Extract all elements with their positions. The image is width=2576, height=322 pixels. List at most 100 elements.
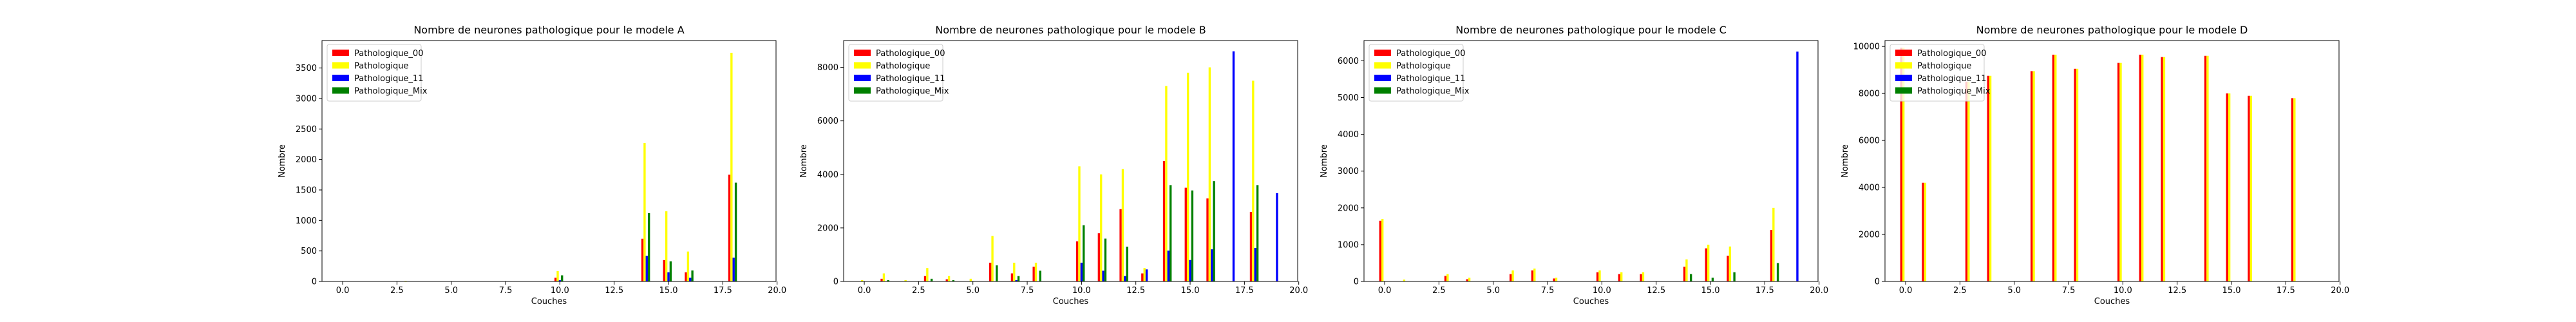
bar-pathologique [1381,218,1384,281]
bar-pathologique-00 [2052,54,2055,281]
y-tick-label: 0 [1875,278,1880,287]
bar-pathologique [1208,67,1211,281]
chart-panel-4: 0.0 2.5 5.0 7.5 10.0 12.5 15.0 17.5 20.0 0 2000 400… [1841,24,2349,307]
bar-pathologique [1620,272,1623,281]
bar-pathologique-11 [1254,248,1256,281]
legend-entry-label: Pathologique_Mix [876,87,949,97]
x-tick-label: 12.5 [605,286,623,296]
bar-pathologique-00 [641,238,644,281]
bar-pathologique [1967,81,1970,281]
bar-pathologique [1598,270,1601,281]
legend-swatch [854,50,871,56]
bar-pathologique-11 [1145,269,1148,281]
bar-pathologique-mix [561,275,564,281]
bar-pathologique [2163,57,2166,281]
bar-pathologique-00 [554,278,557,281]
legend-swatch [1895,62,1912,69]
x-tick-label: 15.0 [659,286,678,296]
bar-pathologique-00 [2161,57,2163,281]
y-tick-label: 0 [1354,278,1359,287]
legend-entry-label: Pathologique_11 [876,74,945,84]
bar-pathologique [2054,54,2057,281]
bar-pathologique [1013,262,1016,281]
bar-pathologique-11 [1232,51,1235,282]
bar-pathologique-00 [1531,270,1534,281]
legend-entry-label: Pathologique_00 [1917,49,1986,59]
x-tick-label: 10.0 [1593,286,1611,296]
bar-pathologique-mix [1126,246,1128,281]
y-tick-label: 6000 [1338,57,1359,66]
legend-entry-label: Pathologique_11 [1917,74,1986,84]
x-tick-label: 17.5 [714,286,732,296]
bar-pathologique [991,236,994,281]
bar-pathologique [1186,72,1189,282]
x-tick-label: 2.5 [912,286,925,296]
x-tick-label: 2.5 [390,286,404,296]
chart-panel-1: 0.0 2.5 5.0 7.5 10.0 12.5 15.0 17.5 20.0 0 500 1000… [278,24,786,307]
legend-entry-label: Pathologique [1917,62,1971,71]
bar-pathologique [2119,62,2122,281]
bar-pathologique-mix [996,265,998,281]
bar-pathologique-00 [989,262,992,281]
x-axis-label: Couches [1053,297,1089,307]
bar-pathologique-mix [1776,263,1779,281]
bar-pathologique-mix [1213,181,1215,281]
legend: Pathologique_00 Pathologique Pathologique_… [848,44,949,102]
bar-pathologique-00 [2139,54,2142,281]
bar-pathologique-00 [1206,198,1209,281]
x-tick-label: 2.5 [1953,286,1967,296]
bar-pathologique [2141,54,2144,281]
x-tick-label: 7.5 [2062,286,2076,296]
x-tick-label: 10.0 [551,286,569,296]
bar-pathologique-00 [1379,220,1381,281]
bar-pathologique-00 [1596,272,1599,281]
bar-pathologique-00 [2031,71,2033,282]
x-tick-label: 5.0 [444,286,458,296]
bar-pathologique-mix [1169,185,1172,281]
y-tick-label: 6000 [1859,137,1880,146]
y-tick-label: 0 [312,278,317,287]
x-tick-label: 20.0 [1289,286,1308,296]
x-tick-label: 15.0 [1181,286,1200,296]
bar-pathologique [1728,246,1732,281]
y-tick-label: 10000 [1853,43,1880,52]
x-tick-label: 15.0 [1701,286,1720,296]
bar-pathologique [2249,95,2253,281]
bar-pathologique [860,279,864,281]
bar-pathologique [1143,268,1146,281]
legend-entry-label: Pathologique_Mix [1396,87,1470,97]
y-axis-label: Nombre [799,144,809,178]
bar-pathologique-00 [1987,75,1989,281]
bar-pathologique [1100,174,1103,281]
legend-swatch [854,75,871,81]
bar-pathologique-00 [923,276,927,281]
chart-title: Nombre de neurones pathologique pour le … [413,24,684,36]
bar-pathologique-11 [1276,193,1278,281]
legend-entry-label: Pathologique_Mix [354,87,428,97]
x-tick-label: 10.0 [2114,286,2132,296]
bar-pathologique-00 [1444,276,1447,281]
bar-pathologique-00 [2117,62,2120,281]
x-tick-label: 2.5 [1432,286,1446,296]
bar-pathologique-00 [1075,241,1079,281]
bars-group [1379,52,1799,281]
legend-box [848,44,943,102]
legend-swatch [332,62,349,69]
y-tick-label: 5000 [1338,93,1359,103]
legend-entry-label: Pathologique_00 [354,49,423,59]
x-tick-label: 20.0 [1810,286,1828,296]
legend: Pathologique_00 Pathologique Pathologique_… [327,44,428,102]
bar-pathologique-00 [1683,267,1686,281]
legend-swatch [332,87,349,94]
bar-pathologique [1685,259,1688,281]
legend: Pathologique_00 Pathologique Pathologique_… [1889,44,1991,102]
bar-pathologique-00 [1922,182,1924,281]
x-tick-label: 0.0 [1378,286,1392,296]
x-axis-label: Couches [2094,297,2130,307]
bar-pathologique-mix [1039,270,1041,281]
y-tick-label: 8000 [1859,90,1880,99]
x-tick-label: 0.0 [858,286,871,296]
bar-pathologique [556,270,559,281]
bar-pathologique-00 [880,278,883,281]
legend-entry-label: Pathologique [876,62,930,71]
